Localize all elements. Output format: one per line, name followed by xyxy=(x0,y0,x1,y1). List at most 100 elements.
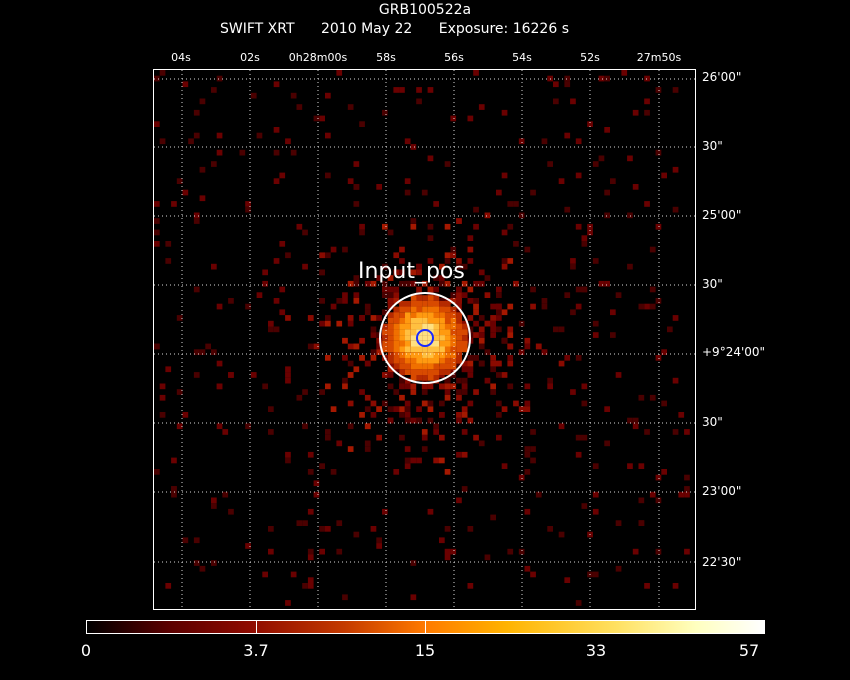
count-pixel xyxy=(279,309,286,316)
count-pixel xyxy=(325,383,331,390)
dec-tick-label: 30" xyxy=(702,277,723,291)
count-pixel xyxy=(655,474,662,481)
count-pixel xyxy=(405,340,411,347)
count-pixel xyxy=(484,275,491,281)
count-pixel xyxy=(387,323,394,330)
count-pixel xyxy=(410,417,417,424)
count-pixel xyxy=(535,343,542,350)
count-pixel xyxy=(456,258,462,264)
count-pixel xyxy=(319,389,325,395)
ra-tick-label: 27m50s xyxy=(636,51,682,64)
count-pixel xyxy=(399,346,405,353)
count-pixel xyxy=(501,463,508,469)
count-pixel xyxy=(564,577,571,583)
instrument-label: SWIFT XRT xyxy=(220,21,295,37)
count-pixel xyxy=(387,292,394,298)
count-pixel xyxy=(564,355,571,361)
count-pixel xyxy=(421,280,428,287)
count-pixel xyxy=(416,87,422,93)
count-pixel xyxy=(433,352,440,358)
count-pixel xyxy=(439,346,445,353)
count-pixel xyxy=(649,286,656,293)
count-pixel xyxy=(461,429,468,435)
count-pixel xyxy=(462,335,468,341)
count-pixel xyxy=(456,286,462,293)
count-pixel xyxy=(319,298,325,304)
count-pixel xyxy=(467,115,474,122)
count-pixel xyxy=(273,178,280,184)
count-pixel xyxy=(610,309,616,316)
count-pixel xyxy=(347,423,354,430)
count-pixel xyxy=(456,352,462,358)
count-pixel xyxy=(273,127,280,133)
count-pixel xyxy=(154,75,160,82)
count-pixel xyxy=(416,292,422,298)
count-pixel xyxy=(467,400,474,407)
count-pixel xyxy=(541,138,548,145)
count-pixel xyxy=(564,206,571,213)
count-pixel xyxy=(564,292,571,298)
count-pixel xyxy=(547,377,553,384)
count-pixel xyxy=(410,306,417,313)
count-pixel xyxy=(433,457,439,464)
count-pixel xyxy=(564,81,571,88)
count-pixel xyxy=(461,280,468,287)
count-pixel xyxy=(461,451,468,458)
count-pixel xyxy=(433,286,439,293)
count-pixel xyxy=(507,258,514,264)
count-pixel xyxy=(433,375,440,381)
colorbar-label: 15 xyxy=(414,641,436,660)
ra-tick-label: 52s xyxy=(580,51,600,64)
count-pixel xyxy=(273,258,280,264)
exposure-label: Exposure: 16226 s xyxy=(438,21,569,37)
count-pixel xyxy=(456,323,462,330)
count-pixel xyxy=(416,323,423,330)
count-pixel xyxy=(399,258,405,264)
count-pixel xyxy=(370,400,377,407)
count-pixel xyxy=(416,352,423,358)
count-pixel xyxy=(347,280,354,287)
count-pixel xyxy=(387,383,394,390)
count-pixel xyxy=(262,571,268,578)
xray-image-frame xyxy=(153,69,696,610)
count-pixel xyxy=(524,508,531,515)
count-pixel xyxy=(478,332,485,338)
count-pixel xyxy=(484,554,491,561)
count-pixel xyxy=(410,363,417,370)
count-pixel xyxy=(262,383,268,390)
count-pixel xyxy=(444,554,451,561)
count-pixel xyxy=(501,309,508,316)
count-pixel xyxy=(422,323,428,330)
count-pixel xyxy=(644,75,650,82)
count-pixel xyxy=(353,531,360,538)
count-pixel xyxy=(319,269,325,276)
count-pixel xyxy=(382,309,388,316)
count-pixel xyxy=(193,132,200,139)
count-pixel xyxy=(399,369,405,375)
count-pixel xyxy=(347,343,354,350)
count-pixel xyxy=(387,275,394,281)
count-pixel xyxy=(370,355,377,361)
count-pixel xyxy=(410,323,417,330)
count-pixel xyxy=(575,600,582,606)
count-pixel xyxy=(387,352,394,358)
count-pixel xyxy=(416,98,422,105)
count-pixel xyxy=(211,161,217,167)
count-pixel xyxy=(462,340,468,347)
count-pixel xyxy=(575,223,582,230)
count-pixel xyxy=(370,332,377,338)
count-pixel xyxy=(638,394,645,401)
count-pixel xyxy=(450,383,457,390)
count-pixel xyxy=(473,303,479,310)
count-pixel xyxy=(319,115,325,122)
count-pixel xyxy=(387,357,394,364)
count-pixel xyxy=(410,594,417,601)
count-pixel xyxy=(416,269,422,276)
count-pixel xyxy=(672,583,679,589)
count-pixel xyxy=(627,212,633,219)
count-pixel xyxy=(222,491,229,498)
source-position-circle xyxy=(416,329,434,347)
count-pixel xyxy=(592,332,599,338)
count-pixel xyxy=(427,383,434,390)
count-pixel xyxy=(176,178,183,184)
